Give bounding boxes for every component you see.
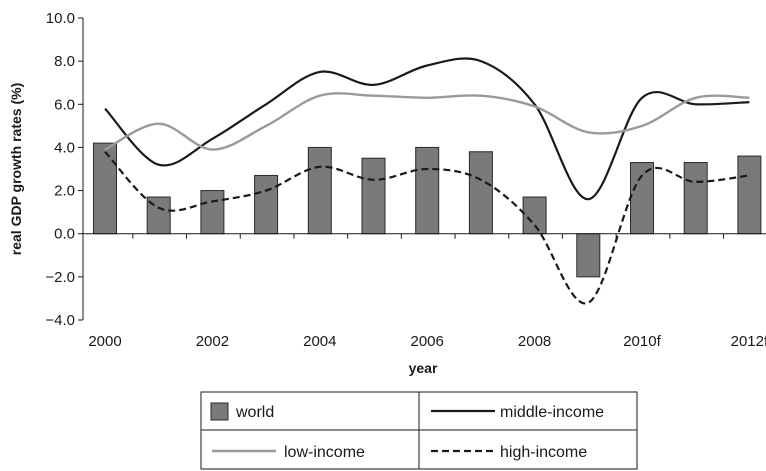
bar-world bbox=[307, 146, 332, 235]
y-tick-label: 6.0 bbox=[54, 96, 75, 113]
line-middle-income bbox=[104, 57, 750, 201]
legend-label-high-income: high-income bbox=[500, 444, 587, 461]
bar-world bbox=[200, 190, 225, 235]
bar-world bbox=[683, 162, 708, 235]
x-tick-label: 2004 bbox=[303, 333, 336, 350]
legend-label-world: world bbox=[235, 404, 274, 421]
bar-world bbox=[468, 151, 493, 235]
legend: world middle-income low-income high-inco… bbox=[200, 391, 638, 470]
y-axis: 10.0 8.0 6.0 4.0 2.0 0.0 −2.0 −4.0 bbox=[45, 10, 84, 329]
x-tick-label: 2008 bbox=[518, 333, 551, 350]
x-axis: 2000 2002 2004 2006 2008 2010f 2012f bbox=[83, 233, 766, 350]
bar-world bbox=[522, 196, 547, 235]
x-tick-label: 2000 bbox=[88, 333, 121, 350]
legend-swatch-world bbox=[210, 402, 229, 421]
bar-world bbox=[361, 157, 386, 235]
bar-world bbox=[93, 142, 117, 235]
bar-world bbox=[254, 174, 279, 235]
line-high-income bbox=[104, 150, 750, 305]
plot-area bbox=[93, 57, 762, 305]
bar-world bbox=[415, 146, 440, 235]
x-tick-label: 2010f bbox=[623, 333, 661, 350]
x-tick-label: 2006 bbox=[411, 333, 444, 350]
x-axis-title: year bbox=[409, 360, 438, 376]
y-axis-title: real GDP growth rates (%) bbox=[8, 83, 24, 255]
y-tick-label: 2.0 bbox=[54, 183, 75, 200]
x-tick-label: 2012f bbox=[731, 333, 766, 350]
y-tick-label: −4.0 bbox=[45, 312, 75, 329]
y-tick-label: 8.0 bbox=[54, 53, 75, 70]
bar-world bbox=[737, 155, 762, 235]
y-tick-label: 10.0 bbox=[46, 10, 75, 27]
y-tick-label: 0.0 bbox=[54, 226, 75, 243]
x-tick-label: 2002 bbox=[196, 333, 229, 350]
legend-label-middle-income: middle-income bbox=[500, 404, 604, 421]
legend-label-low-income: low-income bbox=[284, 444, 365, 461]
y-tick-label: 4.0 bbox=[54, 139, 75, 156]
line-low-income bbox=[104, 92, 750, 151]
bar-world bbox=[576, 233, 601, 278]
y-tick-label: −2.0 bbox=[45, 269, 75, 286]
bar-world bbox=[630, 162, 654, 235]
